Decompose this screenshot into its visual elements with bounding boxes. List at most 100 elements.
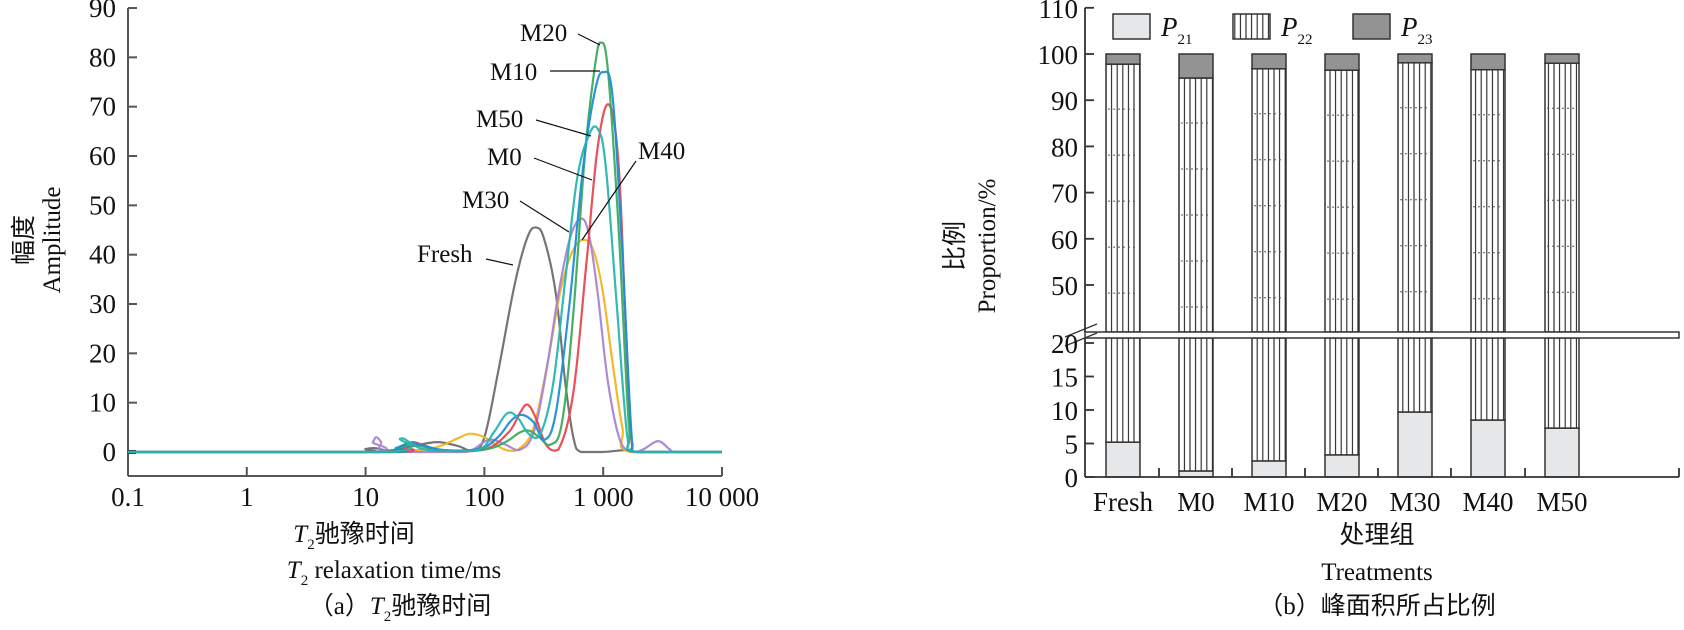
legend-item-p23: P23	[1352, 12, 1433, 48]
y-tick-label: 0	[103, 437, 117, 467]
x-tick-label: 10 000	[685, 482, 759, 512]
legend-label-main: P	[1400, 12, 1418, 42]
bar-p22-upper	[1105, 63, 1141, 333]
x-tick-label: 0.1	[111, 482, 145, 512]
bar-p23	[1178, 53, 1214, 79]
bar-p22-lower	[1178, 337, 1214, 472]
bar-stack-m50	[1544, 53, 1580, 478]
bar-p23	[1397, 53, 1433, 64]
leader-line	[535, 119, 592, 137]
bar-p22-lower	[1324, 337, 1360, 456]
y-tick-label: 100	[1038, 40, 1079, 70]
bar-p22-lower	[1251, 337, 1287, 462]
bar-p22-upper	[1178, 77, 1214, 333]
y-tick-label: 20	[89, 338, 116, 368]
x-tick-label: M40	[1462, 487, 1513, 517]
leader-line	[485, 258, 514, 266]
y-tick-label: 60	[1051, 225, 1078, 255]
bar-p22-upper	[1544, 62, 1580, 333]
y-tick-label: 90	[89, 0, 116, 23]
leader-line	[519, 200, 570, 233]
y-tick-label: 20	[1051, 329, 1078, 359]
x-tick-label: Fresh	[1093, 487, 1153, 517]
y-tick-label: 15	[1051, 363, 1078, 393]
series-line-fresh	[128, 226, 722, 454]
bar-stack-fresh	[1105, 53, 1141, 478]
axis-break-mark	[1064, 332, 1098, 347]
y-tick-label: 80	[89, 42, 116, 72]
bar-p21	[1397, 411, 1433, 478]
bar-p22-upper	[1324, 69, 1360, 333]
y-axis-title: 幅度 Amplitude	[10, 187, 66, 294]
legend-item-p22: P22	[1232, 12, 1313, 48]
series-line-m0	[128, 103, 722, 454]
series-label-m50: M50	[476, 106, 523, 133]
bar-stack-m0	[1178, 53, 1214, 478]
leader-line	[533, 157, 593, 181]
y-axis-title-cn: 比例	[941, 221, 969, 271]
y-tick-label: 50	[1051, 271, 1078, 301]
x-tick-label: 1	[240, 482, 254, 512]
bar-p23	[1544, 53, 1580, 64]
axis-break-band	[1084, 331, 1680, 339]
y-tick-label: 70	[1051, 179, 1078, 209]
y-tick-label: 30	[89, 289, 116, 319]
x-tick-label: M20	[1316, 487, 1367, 517]
leader-line	[581, 160, 637, 241]
bar-p21	[1251, 460, 1287, 478]
legend-label-main: P	[1280, 12, 1298, 42]
axis-break-mark	[1064, 323, 1098, 338]
caption-b: （b）峰面积所占比例	[1258, 592, 1496, 620]
bar-p22-upper	[1397, 62, 1433, 333]
bar-p22-upper	[1470, 68, 1506, 333]
x-tick-label: M50	[1536, 487, 1587, 517]
axes: 0 10 20 30 40 50 60 70 80 90 0.1 1 10 100 1 000 10 000	[89, 0, 759, 512]
series-line-m50	[128, 125, 722, 454]
y-tick-label: 5	[1065, 430, 1079, 460]
x-axis-title: T2驰豫时间 T2 relaxation time/ms	[287, 520, 501, 589]
legend: P21 P22 P23	[1112, 12, 1433, 48]
bar-stack-m30	[1397, 53, 1433, 478]
y-axis-title-en: Amplitude	[39, 187, 66, 294]
y-axis-title-cn: 幅度	[10, 215, 38, 265]
legend-label: P21	[1160, 12, 1193, 48]
x-tick-label: 100	[464, 482, 505, 512]
bar-p23	[1105, 53, 1141, 65]
y-tick-label: 40	[89, 240, 116, 270]
bar-p22-lower	[1105, 337, 1141, 443]
series-lines	[128, 41, 722, 454]
bar-p22-lower	[1544, 337, 1580, 429]
x-axis-title-cn: T2驰豫时间	[293, 520, 414, 553]
legend-swatch	[1232, 13, 1271, 40]
x-tick-label: M30	[1389, 487, 1440, 517]
series-label-m0: M0	[487, 144, 522, 171]
bar-stack-m40	[1470, 53, 1506, 478]
bars: Fresh M0 M10 M20 M30 M40 M50	[1093, 53, 1588, 517]
caption-a: （a）T2驰豫时间	[309, 592, 492, 625]
y-tick-label: 110	[1039, 0, 1079, 24]
x-tick-label: 1 000	[573, 482, 634, 512]
legend-swatch	[1352, 13, 1391, 40]
series-label-m30: M30	[462, 187, 509, 214]
x-axis-title-en: T2 relaxation time/ms	[287, 557, 501, 589]
legend-label-sub: 22	[1298, 32, 1313, 48]
y-tick-label: 80	[1051, 132, 1078, 162]
bar-stack-m20	[1324, 53, 1360, 478]
bar-p22-upper	[1251, 68, 1287, 333]
legend-label-sub: 23	[1418, 32, 1433, 48]
series-line-m40	[128, 238, 722, 454]
y-tick-label: 70	[89, 92, 116, 122]
bar-stack-m10	[1251, 53, 1287, 478]
legend-item-p21: P21	[1112, 12, 1193, 48]
y-tick-label: 50	[89, 190, 116, 220]
series-line-m30	[128, 217, 722, 454]
y-tick-label: 10	[1051, 396, 1078, 426]
y-axis-title: 比例 Proportion/%	[941, 179, 1001, 314]
series-label-m10: M10	[490, 59, 537, 86]
legend-label-sub: 21	[1178, 32, 1193, 48]
leader-line	[577, 33, 601, 46]
legend-label-main: P	[1160, 12, 1178, 42]
x-tick-label: 10	[352, 482, 379, 512]
x-tick-label: M0	[1177, 487, 1215, 517]
